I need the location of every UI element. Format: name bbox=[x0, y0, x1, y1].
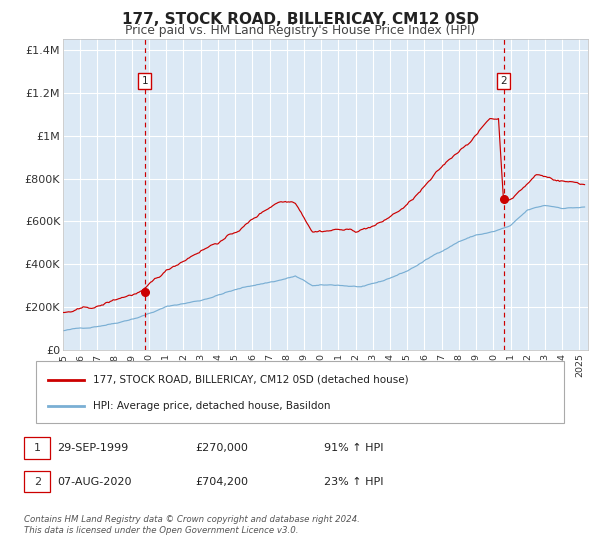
Text: 07-AUG-2020: 07-AUG-2020 bbox=[57, 477, 131, 487]
Text: 2: 2 bbox=[500, 76, 507, 86]
Text: 177, STOCK ROAD, BILLERICAY, CM12 0SD: 177, STOCK ROAD, BILLERICAY, CM12 0SD bbox=[121, 12, 479, 27]
Text: Price paid vs. HM Land Registry's House Price Index (HPI): Price paid vs. HM Land Registry's House … bbox=[125, 24, 475, 36]
Text: 2: 2 bbox=[34, 477, 41, 487]
Text: 1: 1 bbox=[34, 443, 41, 453]
Text: HPI: Average price, detached house, Basildon: HPI: Average price, detached house, Basi… bbox=[93, 400, 331, 410]
Text: Contains HM Land Registry data © Crown copyright and database right 2024.
This d: Contains HM Land Registry data © Crown c… bbox=[24, 515, 360, 535]
Text: 1: 1 bbox=[142, 76, 148, 86]
Text: £270,000: £270,000 bbox=[195, 443, 248, 453]
Text: 23% ↑ HPI: 23% ↑ HPI bbox=[324, 477, 383, 487]
Text: 91% ↑ HPI: 91% ↑ HPI bbox=[324, 443, 383, 453]
Text: 177, STOCK ROAD, BILLERICAY, CM12 0SD (detached house): 177, STOCK ROAD, BILLERICAY, CM12 0SD (d… bbox=[93, 375, 409, 385]
Text: 29-SEP-1999: 29-SEP-1999 bbox=[57, 443, 128, 453]
Text: £704,200: £704,200 bbox=[195, 477, 248, 487]
